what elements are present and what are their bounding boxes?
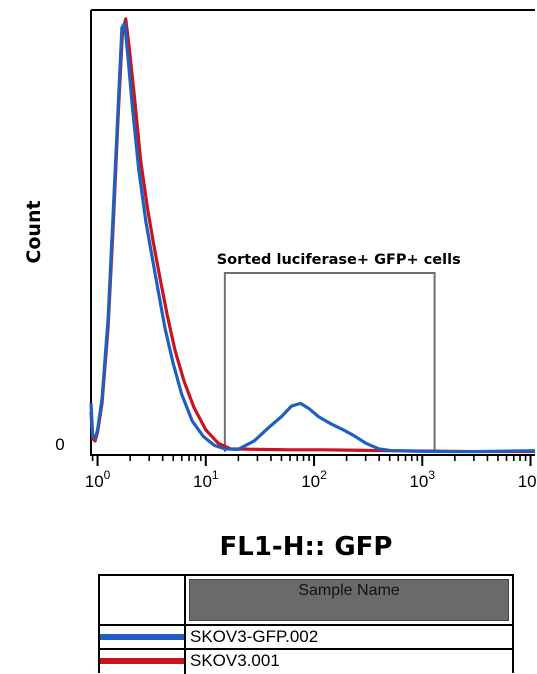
series-line-skov3-001 [89,17,535,454]
legend-row: SKOV3-GFP.002 [100,626,512,650]
legend-row: SKOV3.001 [100,650,512,674]
series-line-skov3-gfp-002 [89,21,536,454]
legend-swatch [100,658,184,664]
legend-sample-name: SKOV3.001 [190,651,280,670]
legend-swatch-cell [100,650,186,674]
gate-group: Sorted luciferase+ GFP+ cells [217,252,461,452]
x-tick-label: 104 [518,468,537,491]
axis-group: 0 100 101 102 103 104 [55,435,537,491]
legend-header-blank [100,576,186,626]
histogram-chart: Sorted luciferase+ GFP+ cells 0 100 101 102… [23,9,537,560]
x-tick-label: 100 [85,468,111,491]
y-tick-label: 0 [55,435,64,454]
x-tick-label: 103 [409,468,435,491]
series-group [89,17,536,454]
gate-box [223,271,436,452]
legend-header: Sample Name [186,576,512,626]
legend-header-label: Sample Name [189,579,509,621]
x-tick-label: 102 [301,468,327,491]
legend-sample-name: SKOV3-GFP.002 [190,627,319,646]
plot-frame-group [90,9,535,456]
y-axis-label: Count [23,200,45,263]
legend-swatch-cell [100,626,186,648]
x-axis-label: FL1-H:: GFP [220,532,393,560]
legend-table: Sample Name SKOV3-GFP.002 SKOV3.001 [98,574,514,674]
x-tick-label: 101 [193,468,219,491]
legend-swatch [100,634,184,640]
gate-label: Sorted luciferase+ GFP+ cells [217,252,461,268]
